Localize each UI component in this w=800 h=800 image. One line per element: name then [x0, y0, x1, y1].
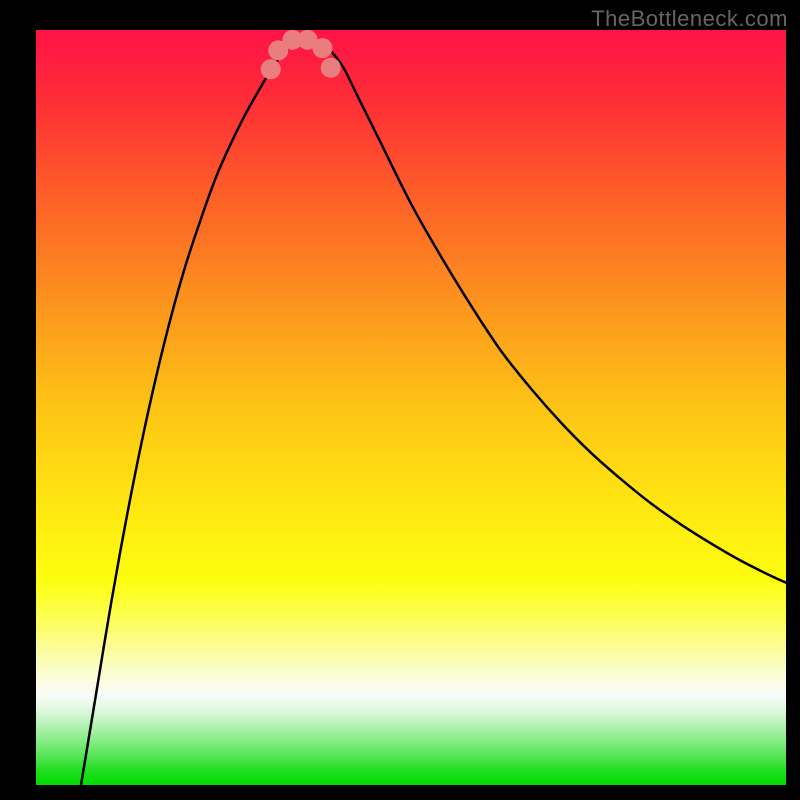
plot-area [36, 30, 786, 785]
chart-canvas: TheBottleneck.com [0, 0, 800, 800]
marker-blobs-group [261, 30, 341, 79]
marker-blob [261, 59, 281, 79]
watermark-text: TheBottleneck.com [591, 6, 788, 32]
bottleneck-curve [81, 38, 786, 785]
curve-layer [36, 30, 786, 785]
marker-blob [321, 58, 341, 78]
marker-blob [313, 38, 333, 58]
